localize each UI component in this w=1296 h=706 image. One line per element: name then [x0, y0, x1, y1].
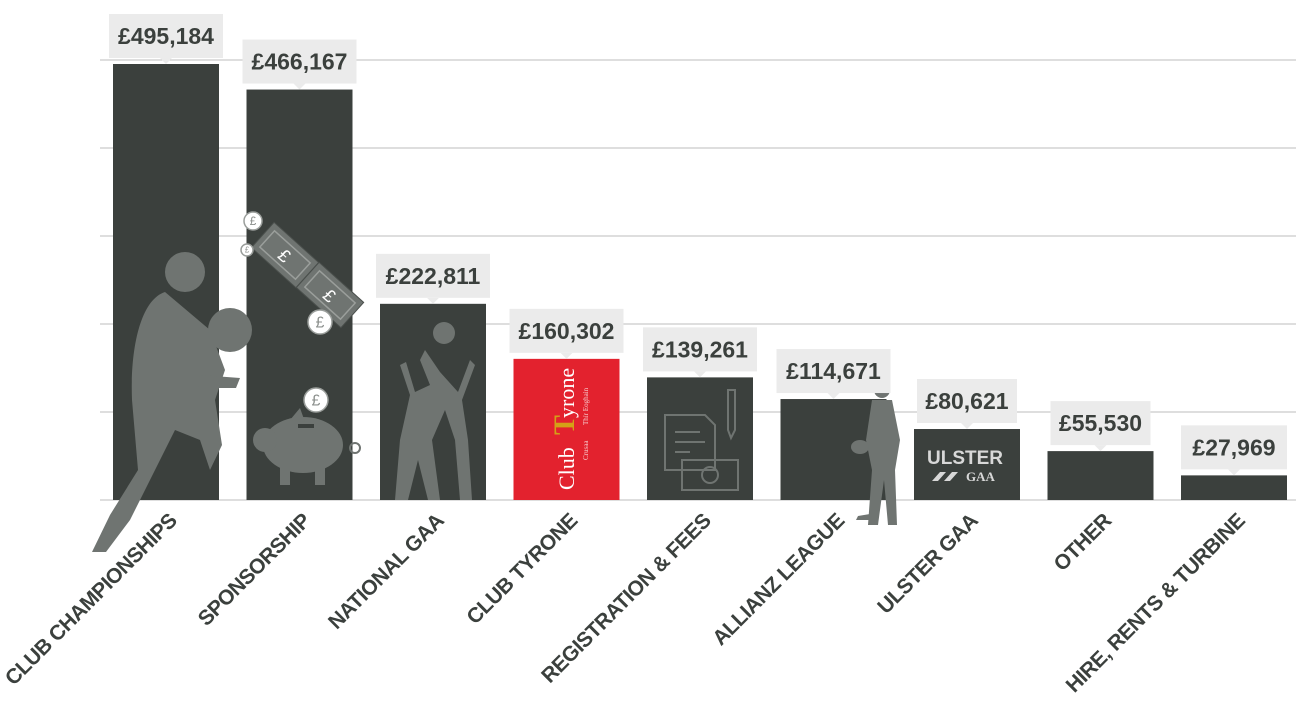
club-tyrone-logo-word2: yrone	[554, 368, 579, 418]
value-labels: £495,184 £466,167 £222,811 £160,302 £139,261…	[109, 14, 1287, 476]
value-label-pointer	[1228, 469, 1240, 476]
category-label: SPONSORSHIP	[194, 509, 316, 631]
value-label: £27,969	[1181, 425, 1287, 476]
svg-text:£: £	[316, 314, 325, 331]
value-label-text: £114,671	[786, 358, 881, 384]
value-label-box	[1181, 425, 1287, 470]
value-label-text: £222,811	[386, 263, 481, 289]
value-label: £495,184	[109, 14, 223, 64]
bar	[513, 358, 620, 500]
value-label-pointer	[694, 371, 706, 378]
value-label: £114,671	[776, 349, 891, 400]
piggy-bank-icon	[253, 408, 361, 485]
bar	[914, 429, 1020, 500]
category-label: CLUB TYRONE	[462, 509, 582, 629]
value-label-text: £55,530	[1059, 410, 1142, 436]
category-label: ULSTER GAA	[873, 509, 982, 618]
value-label-pointer	[1094, 445, 1107, 452]
value-label: £222,811	[376, 253, 490, 304]
club-tyrone-logo-sub2: Thír Eoghain	[582, 387, 590, 425]
value-label-pointer	[560, 352, 573, 359]
banknotes-icon: ££	[250, 221, 365, 329]
category-label: CLUB CHAMPIONSHIPS	[1, 509, 182, 690]
club-tyrone-logo-sub1: Crusaa	[582, 440, 590, 460]
coins-icon: £ £ £ £	[240, 211, 333, 413]
ulster-gaa-logo-line1: ULSTER	[927, 448, 1003, 469]
value-label-box	[376, 253, 490, 298]
value-label-pointer	[827, 393, 840, 400]
value-label-pointer	[427, 297, 439, 304]
value-label: £160,302	[509, 308, 624, 359]
bar	[1047, 451, 1154, 500]
value-label-box	[643, 327, 757, 372]
club-tyrone-logo-word1: Club	[554, 447, 579, 490]
value-label: £55,530	[1050, 401, 1151, 452]
value-label-text: £139,261	[652, 336, 748, 362]
value-label-pointer	[293, 83, 306, 90]
document-and-cash-icon	[664, 389, 739, 491]
value-label: £80,621	[917, 379, 1017, 430]
category-labels: CLUB CHAMPIONSHIPS SPONSORSHIP NATIONAL GA…	[1, 509, 1250, 697]
value-label: £139,261	[643, 327, 757, 378]
value-label-text: £160,302	[519, 318, 615, 344]
ulster-gaa-logo-line2: GAA	[966, 469, 996, 484]
value-label-box	[1050, 401, 1151, 446]
player-with-ball-icon	[92, 252, 252, 552]
club-tyrone-logo-letter: T	[548, 415, 581, 435]
value-label-box	[776, 349, 891, 394]
value-label: £466,167	[242, 39, 357, 90]
jumping-players-icon	[395, 322, 475, 500]
value-label-pointer	[961, 423, 973, 430]
value-label-box	[917, 379, 1017, 424]
value-label-text: £466,167	[252, 49, 348, 75]
category-label: OTHER	[1050, 509, 1117, 576]
category-label: NATIONAL GAA	[324, 509, 449, 634]
svg-text:£: £	[250, 215, 257, 228]
svg-text:£: £	[312, 392, 321, 409]
value-label-box	[109, 14, 223, 58]
value-label-text: £80,621	[925, 388, 1008, 414]
value-label-text: £495,184	[118, 23, 214, 49]
svg-text:£: £	[245, 246, 250, 255]
bar	[1181, 475, 1287, 500]
value-label-box	[242, 39, 357, 84]
value-label-pointer	[160, 58, 172, 64]
value-label-box	[509, 308, 624, 353]
value-label-text: £27,969	[1192, 434, 1275, 460]
category-label: ALLIANZ LEAGUE	[708, 509, 849, 650]
